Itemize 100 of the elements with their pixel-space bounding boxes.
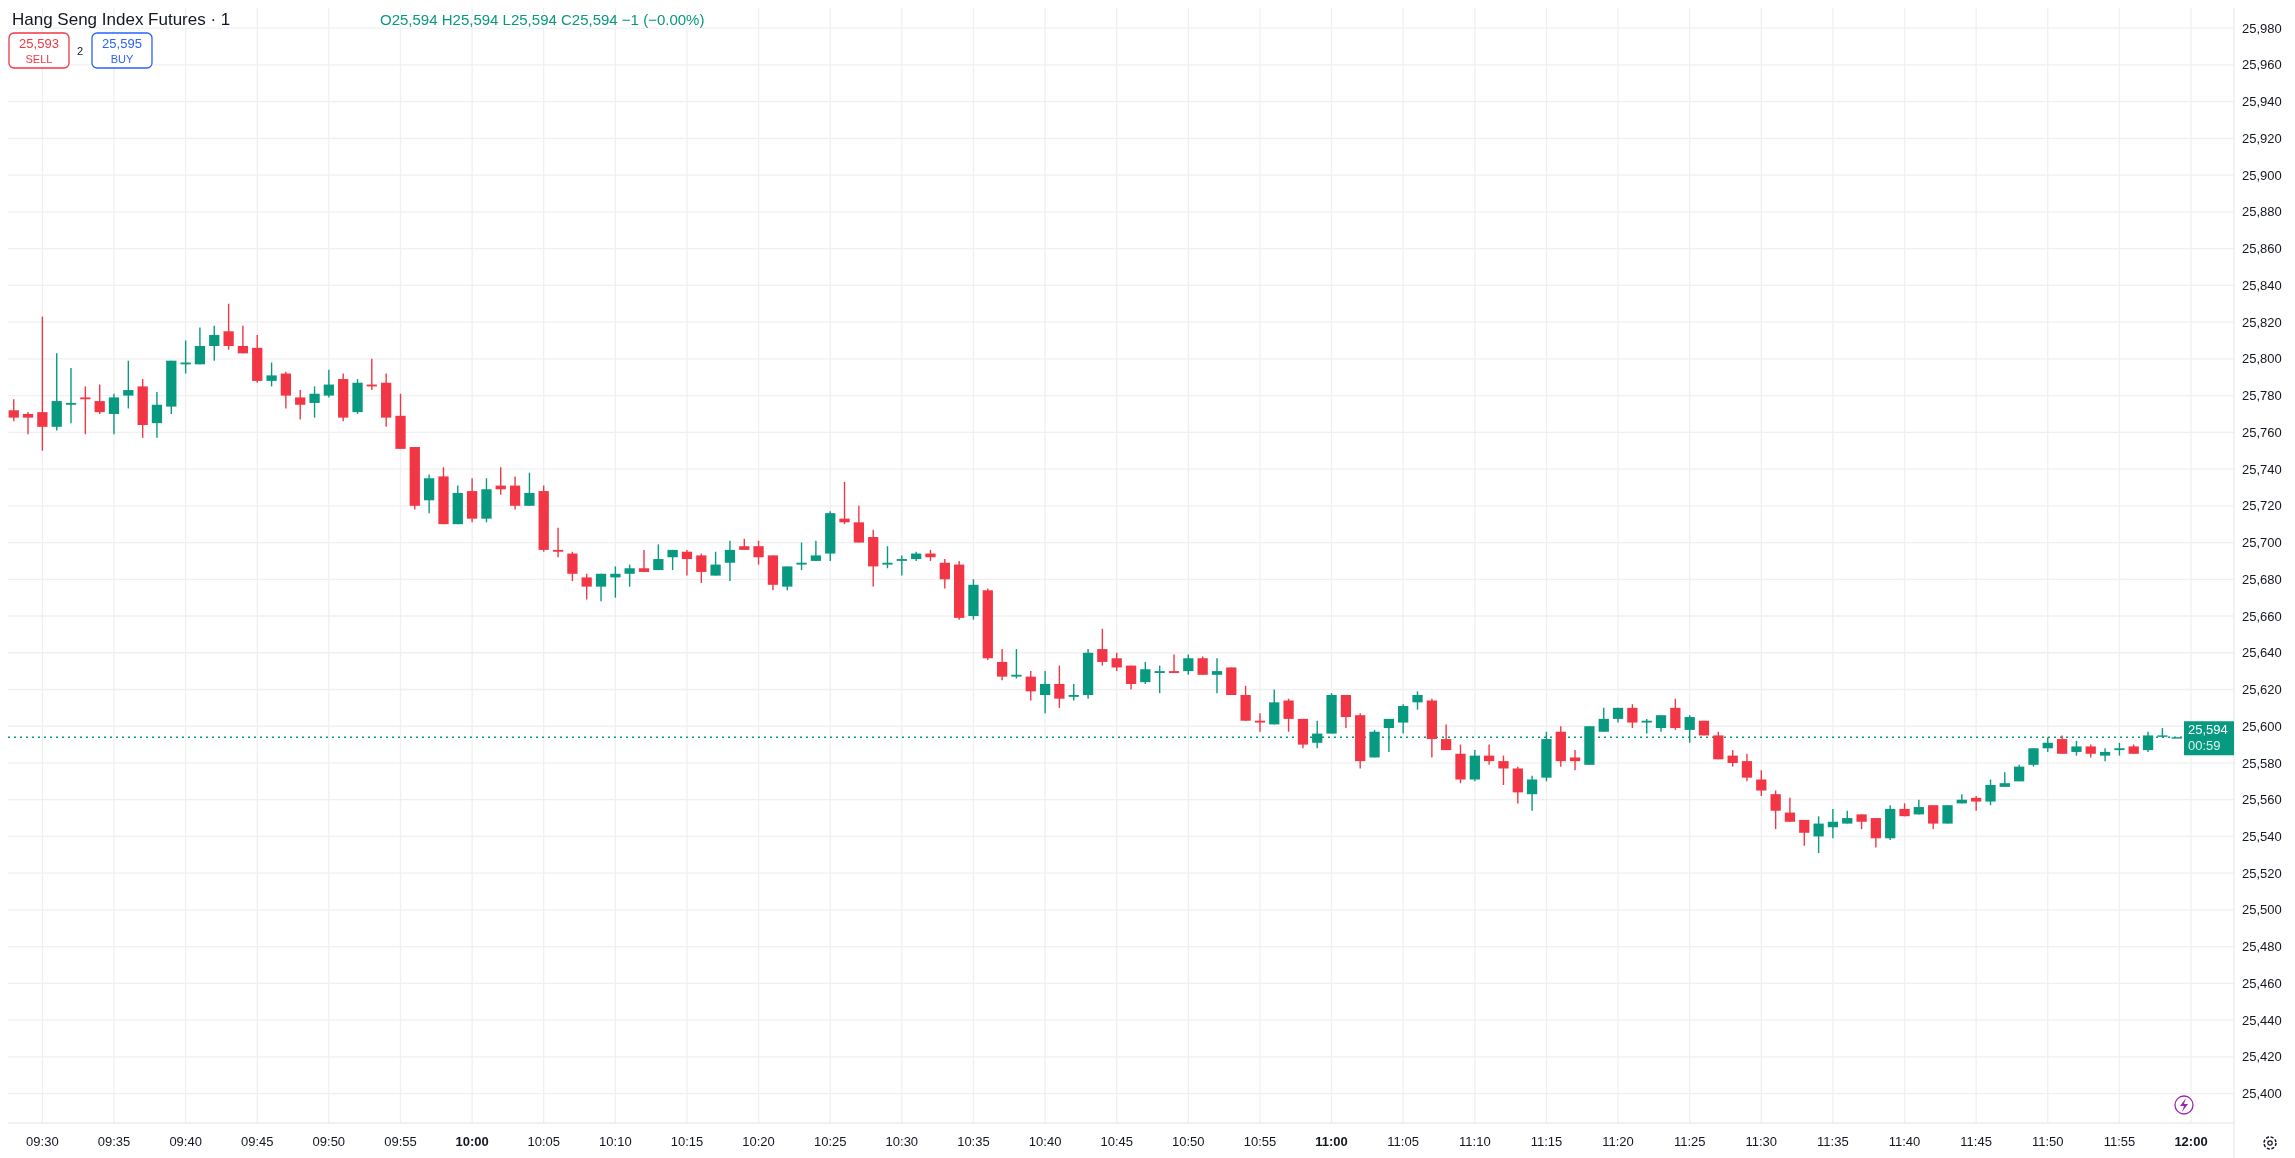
y-tick-label: 25,840 (2242, 277, 2282, 293)
x-tick-label: 10:05 (527, 1134, 560, 1149)
y-tick-label: 25,660 (2242, 608, 2282, 624)
candlestick (323, 369, 334, 399)
candlestick (1799, 819, 1810, 847)
candlestick (1985, 778, 1996, 806)
y-tick-label: 25,620 (2242, 682, 2282, 698)
candlestick (94, 383, 105, 415)
candlestick (939, 558, 950, 590)
candlestick (810, 540, 822, 562)
candlestick (424, 473, 435, 514)
x-tick-label: 10:40 (1028, 1134, 1062, 1149)
candlestick (80, 385, 91, 435)
y-tick-label: 25,780 (2242, 388, 2282, 404)
candlestick (1140, 661, 1151, 685)
candlestick (509, 475, 521, 511)
candlestick (237, 325, 249, 355)
candlestick (2028, 747, 2039, 768)
candlestick (624, 563, 635, 588)
candlestick (1025, 670, 1036, 702)
y-tick-label: 25,760 (2242, 424, 2282, 440)
candlestick (266, 361, 277, 388)
x-tick-label: 11:15 (1530, 1134, 1563, 1149)
annotation: BUY (110, 53, 134, 65)
candlestick (896, 554, 907, 577)
y-tick-label: 25,920 (2242, 130, 2282, 146)
y-tick-label: 25,420 (2242, 1049, 2282, 1065)
candlestick (1498, 754, 1509, 786)
x-tick-label: 12:00 (2174, 1134, 2208, 1149)
candlestick (1269, 688, 1280, 726)
y-tick-label: 25,500 (2242, 902, 2282, 918)
x-tick-label: 09:55 (384, 1134, 417, 1149)
candlestick (1254, 712, 1266, 733)
x-tick-label: 09:30 (26, 1134, 59, 1149)
annotation: SELL (25, 53, 53, 65)
x-tick-label: 10:35 (957, 1134, 990, 1149)
candlestick (796, 541, 807, 571)
candlestick (1741, 753, 1753, 783)
candlestick (1383, 718, 1395, 753)
candlestick (309, 385, 320, 419)
annotation: 00:59 (2188, 738, 2221, 754)
candlestick (1627, 703, 1638, 729)
y-tick-label: 25,820 (2242, 314, 2282, 330)
candlestick (1097, 628, 1108, 667)
candlestick (524, 472, 535, 507)
candlestick (1283, 697, 1294, 733)
candlestick (1211, 657, 1223, 694)
candlestick (753, 540, 764, 566)
x-tick-label: 11:20 (1602, 1134, 1634, 1149)
candlestick (1054, 664, 1065, 709)
x-tick-label: 10:30 (885, 1134, 919, 1149)
annotation: 2 (76, 45, 84, 57)
y-tick-label: 25,860 (2242, 241, 2282, 257)
y-tick-label: 25,960 (2242, 57, 2282, 73)
y-tick-label: 25,560 (2242, 792, 2282, 808)
y-tick-label: 25,540 (2242, 828, 2282, 844)
candlestick (1813, 815, 1824, 854)
y-tick-label: 25,480 (2242, 939, 2282, 955)
x-tick-label: 11:10 (1459, 1134, 1491, 1149)
candlestick (1469, 749, 1480, 783)
candlestick (280, 371, 291, 410)
y-tick-label: 25,640 (2242, 645, 2282, 661)
y-tick-label: 25,740 (2242, 461, 2282, 477)
y-tick-label: 25,520 (2242, 865, 2282, 881)
y-tick-label: 25,400 (2242, 1086, 2282, 1102)
candlestick (22, 411, 34, 435)
x-tick-label: 09:50 (312, 1134, 346, 1149)
candlestick (653, 543, 664, 571)
annotation: 25,593 (19, 36, 59, 51)
x-tick-label: 09:45 (240, 1134, 274, 1149)
chart-subtitle: O25,594 H25,594 L25,594 C25,594 −1 (−0.00%) (380, 11, 705, 28)
candlestick (1512, 765, 1523, 805)
candlestick (1942, 804, 1953, 825)
candlestick (724, 540, 736, 582)
x-tick-label: 11:25 (1673, 1134, 1706, 1149)
y-tick-label: 25,600 (2242, 718, 2282, 734)
y-tick-label: 25,800 (2242, 351, 2282, 367)
annotation: 25,595 (102, 36, 142, 51)
candlestick (1756, 769, 1767, 797)
y-tick-label: 25,980 (2242, 20, 2282, 36)
candlestick (1971, 795, 1982, 812)
candlestick (1441, 723, 1452, 751)
candlestick (37, 315, 48, 452)
candlestick (1569, 749, 1581, 772)
candlestick (1870, 817, 1881, 849)
x-tick-label: 09:40 (169, 1134, 202, 1149)
y-tick-label: 25,880 (2242, 204, 2282, 220)
candlestick (1340, 694, 1352, 729)
candlestick (1154, 664, 1165, 694)
candlestick (882, 545, 893, 569)
y-tick-label: 25,900 (2242, 167, 2282, 183)
candlestick (1784, 797, 1796, 823)
candlestick (1598, 707, 1609, 733)
candlestick (1412, 690, 1423, 711)
candlestick (567, 551, 578, 582)
x-tick-label: 09:35 (97, 1134, 131, 1149)
candlestick (595, 573, 607, 603)
candlestick (853, 505, 864, 544)
x-tick-label: 10:55 (1243, 1134, 1277, 1149)
candlestick (1670, 697, 1681, 731)
